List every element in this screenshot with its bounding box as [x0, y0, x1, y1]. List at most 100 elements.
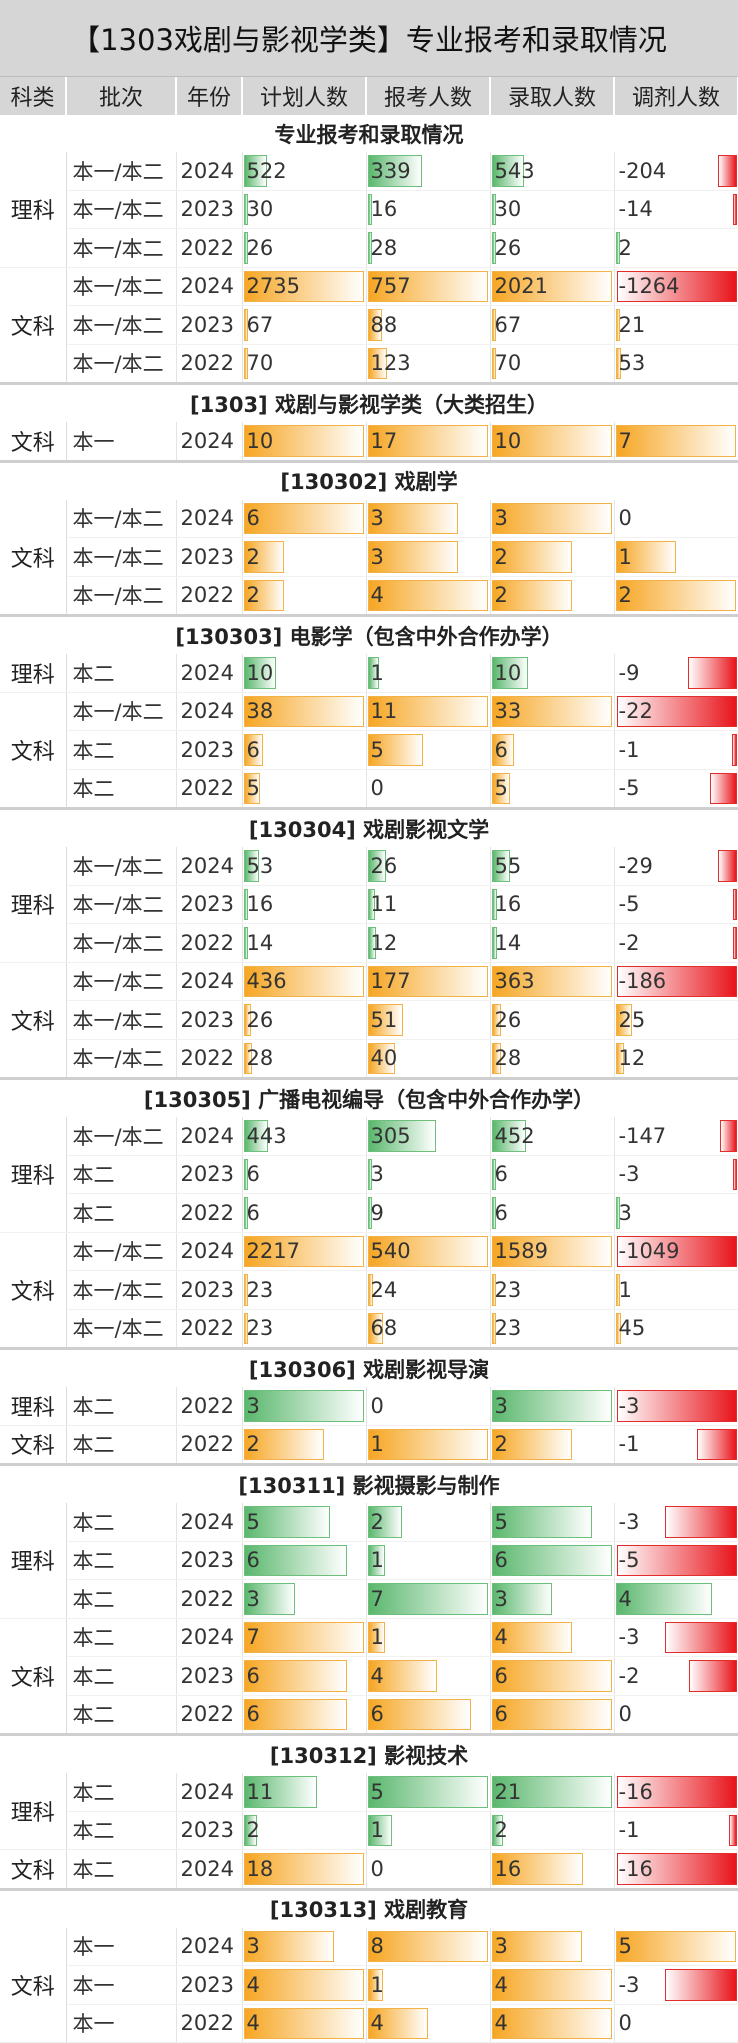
value-label: 6: [246, 1702, 260, 1727]
kelei-cell: 文科: [0, 1849, 67, 1890]
value-label: 10: [246, 428, 274, 453]
plan-count-cell: 522: [242, 152, 367, 191]
value-label: -1264: [618, 274, 680, 299]
value-label: 0: [370, 776, 384, 801]
apply-count-cell: 305: [366, 1117, 491, 1156]
section-title: [130313] 戏剧教育: [0, 1887, 738, 1928]
value-label: 0: [370, 1856, 384, 1881]
year-cell: 2024: [176, 422, 243, 462]
year-cell: 2024: [176, 847, 243, 886]
value-label: 53: [618, 351, 646, 376]
year-cell: 2023: [176, 305, 243, 345]
apply-count-cell: 5: [366, 730, 491, 770]
year-cell: 2024: [176, 1773, 243, 1812]
value-bar: [491, 1274, 496, 1306]
header-pici: 批次: [66, 77, 177, 115]
value-bar: [367, 193, 372, 225]
value-label: 4: [370, 1663, 384, 1688]
negative-bar: [616, 1853, 737, 1885]
adjust-count-cell: 0: [614, 1695, 738, 1735]
apply-count-cell: 4: [366, 576, 491, 616]
year-cell: 2022: [176, 1695, 243, 1735]
value-label: 363: [494, 969, 535, 994]
admit-count-cell: 4: [490, 1965, 615, 2005]
admit-count-cell: 2: [490, 537, 615, 577]
year-cell: 2023: [176, 1000, 243, 1040]
negative-bar: [616, 695, 737, 727]
value-label: 26: [370, 853, 398, 878]
negative-bar: [616, 1390, 737, 1422]
plan-count-cell: 3: [242, 1579, 367, 1619]
value-bar: [491, 155, 524, 187]
value-bar: [243, 965, 364, 997]
value-bar: [367, 232, 372, 264]
admit-count-cell: 23: [490, 1309, 615, 1349]
plan-count-cell: 30: [242, 190, 367, 229]
table-row: 本一/本二 2022 70 123 70 53: [0, 344, 738, 384]
pici-cell: 本一/本二: [66, 1117, 177, 1156]
value-label: 3: [370, 506, 384, 531]
value-label: -5: [618, 776, 640, 801]
kelei-cell: 理科: [0, 1117, 67, 1233]
admit-count-cell: 5: [490, 1503, 615, 1542]
value-label: 1: [618, 544, 632, 569]
section-header-row: [130302] 戏剧学: [0, 459, 738, 500]
apply-count-cell: 1: [366, 1541, 491, 1580]
apply-count-cell: 17: [366, 422, 491, 462]
value-label: -29: [618, 853, 653, 878]
apply-count-cell: 339: [366, 152, 491, 191]
value-label: 1: [370, 1432, 384, 1457]
year-cell: 2022: [176, 228, 243, 268]
value-label: 14: [246, 930, 274, 955]
plan-count-cell: 6: [242, 1541, 367, 1580]
table-body: 专业报考和录取情况 理科 本一/本二 2024 522 339 543 -204 本一/本二 20…: [0, 115, 738, 2043]
value-bar: [491, 347, 496, 379]
apply-count-cell: 1: [366, 1965, 491, 2005]
apply-count-cell: 68: [366, 1309, 491, 1349]
pici-cell: 本一/本二: [66, 692, 177, 731]
value-label: 6: [246, 737, 260, 762]
page-title: 【1303戏剧与影视学类】专业报考和录取情况: [0, 0, 738, 77]
value-bar: [491, 927, 497, 959]
adjust-count-cell: 21: [614, 305, 738, 345]
value-bar: [615, 1312, 621, 1344]
value-label: 1: [370, 1972, 384, 1997]
plan-count-cell: 38: [242, 692, 367, 731]
table-row: 本二 2023 6 4 6 -2: [0, 1656, 738, 1696]
kelei-cell: 文科: [0, 422, 67, 462]
year-cell: 2024: [176, 267, 243, 306]
value-bar: [243, 850, 259, 882]
value-bar: [491, 1004, 501, 1036]
negative-bar: [719, 1120, 737, 1152]
table-row: 理科 本一/本二 2024 443 305 452 -147: [0, 1117, 738, 1233]
pici-cell: 本一/本二: [66, 267, 177, 306]
value-label: 23: [246, 1316, 274, 1341]
kelei-cell: 文科: [0, 1232, 67, 1349]
adjust-count-cell: -14: [614, 190, 738, 229]
value-label: 2: [494, 544, 508, 569]
pici-cell: 本一/本二: [66, 962, 177, 1001]
negative-bar: [664, 1621, 737, 1653]
plan-count-cell: 2: [242, 1811, 367, 1850]
value-bar: [367, 541, 458, 573]
table-row: 本一/本二 2023 16 11 16 -5: [0, 885, 738, 924]
value-label: 45: [618, 1316, 646, 1341]
value-bar: [491, 657, 528, 689]
adjust-count-cell: -2: [614, 923, 738, 963]
value-label: -3: [618, 1509, 640, 1534]
section-title: [130304] 戏剧影视文学: [0, 807, 738, 847]
value-label: 7: [618, 428, 632, 453]
plan-count-cell: 5: [242, 769, 367, 809]
plan-count-cell: 3: [242, 1927, 367, 1966]
value-bar: [243, 1312, 248, 1344]
value-bar: [243, 232, 248, 264]
plan-count-cell: 2: [242, 576, 367, 616]
year-cell: 2024: [176, 1618, 243, 1657]
value-bar: [243, 347, 248, 379]
plan-count-cell: 7: [242, 1618, 367, 1657]
value-label: -1: [618, 1818, 640, 1843]
year-cell: 2022: [176, 576, 243, 616]
admit-count-cell: 2021: [490, 267, 615, 306]
adjust-count-cell: -2: [614, 1656, 738, 1696]
value-label: 11: [370, 699, 398, 724]
